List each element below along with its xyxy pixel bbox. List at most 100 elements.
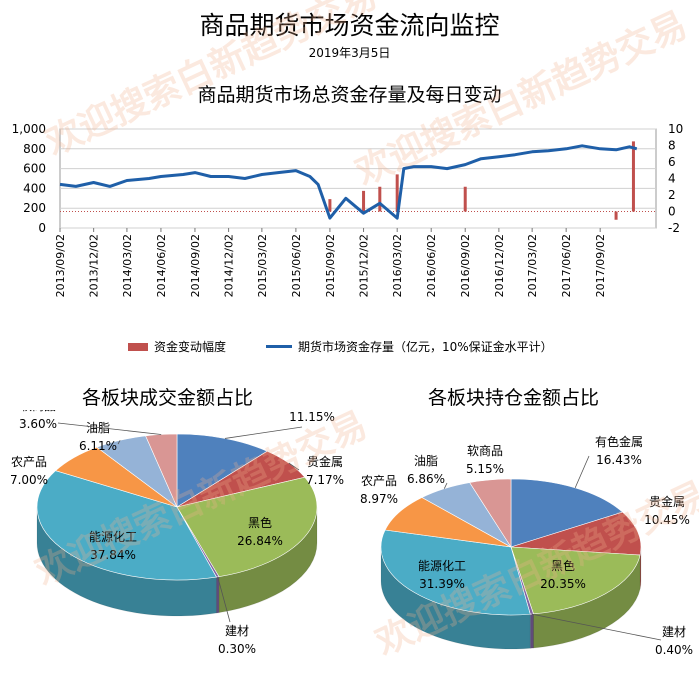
pie-leader-line — [288, 462, 300, 471]
pie-slice-能源化工 — [380, 529, 531, 616]
y-right-tick-label: -2 — [668, 221, 680, 235]
pie-label-油脂: 油脂 6.86% — [407, 453, 445, 486]
change-bar — [328, 199, 332, 212]
x-tick-label: 2015/12/02 — [358, 234, 371, 297]
pie-label-name: 有色金属 — [595, 434, 643, 449]
pie-label-value: 7.00% — [10, 473, 48, 487]
x-tick-label: 2016/12/02 — [493, 234, 506, 297]
y-right-tick-label: 10 — [668, 122, 683, 136]
x-tick-label: 2015/09/02 — [324, 234, 337, 297]
pie-label-name: 能源化工 — [418, 559, 466, 573]
y-right-tick-label: 8 — [668, 139, 676, 153]
y-right-tick-label: 4 — [668, 172, 676, 186]
x-tick-label: 2017/09/02 — [594, 234, 607, 297]
y-left-tick-label: 600 — [23, 162, 46, 176]
pie-label-value: 37.84% — [90, 548, 136, 562]
pie-label-name: 建材 — [225, 624, 249, 638]
pie-label-name: 贵金属 — [307, 454, 343, 469]
report-date: 2019年3月5日 — [308, 46, 391, 60]
legend-line-swatch — [266, 345, 292, 348]
legend-bar-series: 资金变动幅度 — [128, 338, 226, 355]
line-chart-title: 商品期货市场总资金存量及每日变动 — [197, 84, 502, 106]
x-tick-label: 2015/03/02 — [256, 234, 269, 297]
pie-label-能源化工: 能源化工 37.84% — [89, 530, 137, 562]
y-left-tick-label: 800 — [23, 142, 46, 156]
pie-leader-line — [443, 482, 448, 489]
pie-label-value: 7.17% — [306, 473, 344, 487]
x-tick-label: 2013/09/02 — [54, 234, 67, 297]
x-tick-label: 2016/03/02 — [391, 234, 404, 297]
pie-slice-软商品 — [469, 478, 512, 549]
pie-label-能源化工: 能源化工 31.39% — [418, 559, 466, 591]
pie-label-name: 农产品 — [361, 474, 397, 488]
pie-label-软商品: 软商品 5.15% — [466, 443, 504, 476]
pie-label-name: 软商品 — [20, 410, 56, 413]
pie-leader-line — [531, 613, 662, 641]
change-bar — [463, 186, 467, 212]
pie-label-软商品: 软商品 3.60% — [19, 410, 57, 431]
y-left-tick-label: 200 — [23, 201, 46, 215]
pie-slice-贵金属 — [510, 511, 642, 556]
pie-label-农产品: 农产品 8.97% — [360, 474, 398, 506]
pie-leader-line — [57, 422, 162, 435]
x-tick-label: 2016/09/02 — [459, 234, 472, 297]
x-tick-label: 2014/12/02 — [223, 234, 236, 297]
pie-label-贵金属: 贵金属 7.17% — [306, 454, 344, 487]
y-right-tick-label: 2 — [668, 188, 676, 202]
pie-position-title: 各板块持仓金额占比 — [428, 387, 600, 409]
pie-turnover-chart: 有色金属11.15% 贵金属 7.17% 黑色 26.84% 建材 0.30% 能源化工 37.… — [10, 410, 344, 656]
x-tick-label: 2017/03/02 — [526, 234, 539, 297]
change-bar — [378, 186, 382, 212]
y-right-tick-label: 6 — [668, 155, 676, 169]
pie-label-name: 能源化工 — [89, 530, 137, 544]
pie-label-value: 8.97% — [360, 492, 398, 506]
change-bar — [631, 141, 635, 212]
pie-label-name: 软商品 — [467, 443, 503, 458]
fund-stock-line-chart: 1,000 800 600 400 200 0 10 8 6 4 2 0 -2 2013/09/02 201… — [12, 122, 684, 297]
legend-bar-swatch — [128, 342, 148, 351]
pie-label-有色金属: 有色金属11.15% — [289, 410, 335, 424]
pie-label-黑色: 黑色 20.35% — [540, 559, 586, 591]
pie-label-name: 农产品 — [11, 455, 47, 469]
pie-leader-line — [217, 576, 231, 623]
y-left-tick-label: 400 — [23, 181, 46, 195]
pie-label-value: 20.35% — [540, 577, 586, 591]
pie-label-value: 10.45% — [644, 513, 690, 527]
x-tick-label: 2014/09/02 — [189, 234, 202, 297]
pie-label-贵金属: 贵金属 10.45% — [644, 494, 690, 527]
pie-label-value: 0.40% — [655, 643, 693, 657]
pie-label-value: 16.43% — [596, 453, 642, 467]
pie-slice-能源化工 — [36, 470, 217, 581]
y-left-tick-label: 1,000 — [12, 122, 46, 136]
pie-turnover-title: 各板块成交金额占比 — [82, 387, 254, 409]
pie-slice-黑色 — [176, 476, 318, 577]
legend-line-series: 期货市场资金存量（亿元，10%保证金水平计） — [266, 338, 553, 355]
pie-label-name: 黑色 — [248, 516, 272, 530]
pie-slice-有色金属 — [510, 478, 624, 548]
pie-label-建材: 建材 0.30% — [218, 624, 256, 656]
pie-label-农产品: 农产品 7.00% — [10, 455, 48, 487]
pie-label-value: 6.11% — [79, 439, 117, 453]
pie-label-value: 3.60% — [19, 417, 57, 431]
pie-leader-line — [574, 455, 590, 489]
pie-label-黑色: 黑色 26.84% — [237, 516, 283, 548]
change-bar — [614, 211, 618, 220]
pie-label-name: 贵金属 — [649, 494, 685, 509]
pie-label-油脂: 油脂6.11% — [79, 420, 117, 453]
pie-leader-line — [224, 426, 303, 439]
x-tick-label: 2013/12/02 — [88, 234, 101, 297]
fund-stock-line — [59, 144, 638, 220]
pie-label-name: 黑色 — [551, 559, 575, 573]
x-tick-label: 2014/06/02 — [155, 234, 168, 297]
pie-label-name: 建材 — [662, 625, 686, 639]
pie-label-value: 11.15% — [289, 410, 335, 424]
pie-label-value: 5.15% — [466, 462, 504, 476]
x-tick-label: 2014/03/02 — [121, 234, 134, 297]
x-tick-label: 2016/06/02 — [425, 234, 438, 297]
pie-label-有色金属: 有色金属 16.43% — [595, 434, 643, 467]
y-right-tick-label: 0 — [668, 205, 676, 219]
page-title: 商品期货市场资金流向监控 — [199, 11, 500, 40]
change-bar — [395, 174, 399, 212]
pie-position-chart: 有色金属 16.43% 贵金属 10.45% 黑色 20.35% 建材 0.40% 能源化工 31… — [360, 434, 693, 657]
pie-leader-line — [117, 440, 121, 445]
